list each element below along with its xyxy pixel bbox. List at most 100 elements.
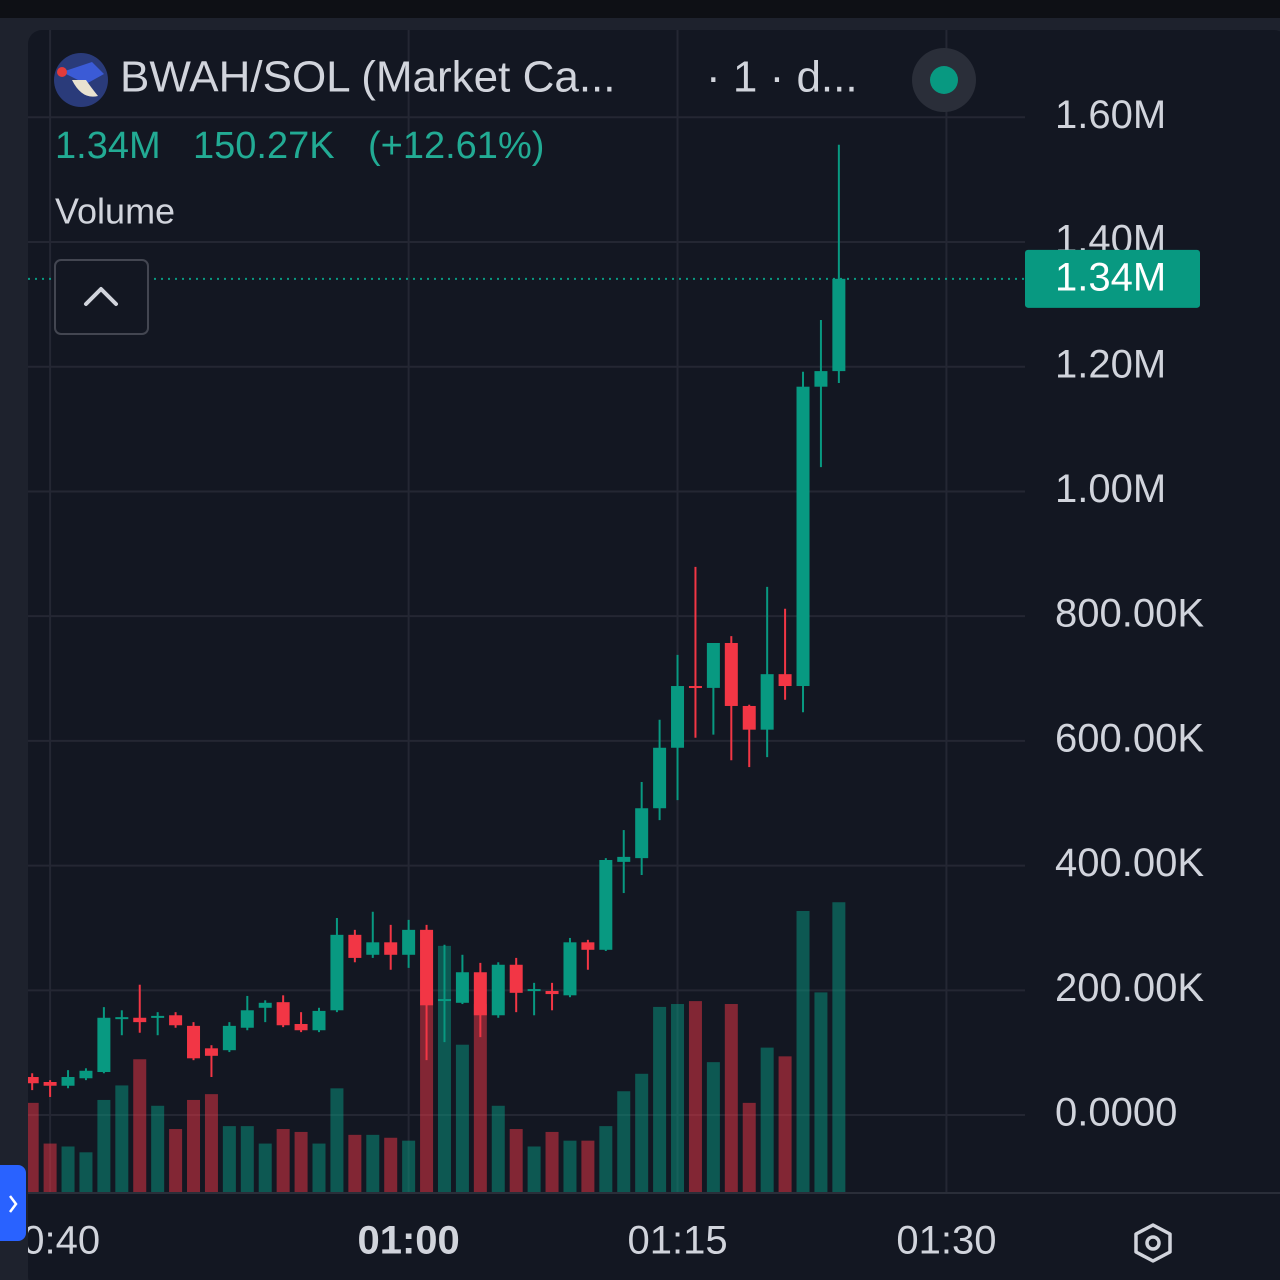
change-value: 150.27K — [193, 125, 335, 167]
candle-body — [348, 934, 362, 958]
candle-body — [276, 1002, 290, 1026]
volume-bar — [563, 1140, 577, 1193]
candle-body — [151, 1015, 165, 1018]
volume-bar — [187, 1099, 201, 1193]
candle-body — [312, 1010, 326, 1031]
candle-body — [97, 1017, 111, 1073]
candle-body — [61, 1077, 75, 1086]
volume-bar — [814, 992, 828, 1193]
volume-bar — [455, 1044, 469, 1193]
x-tick-label: 01:30 — [896, 1219, 996, 1263]
interval-label[interactable]: · 1 · d... — [706, 53, 858, 102]
grid — [28, 30, 1025, 1193]
volume-bar — [348, 1134, 362, 1193]
volume-bar — [473, 1004, 487, 1193]
volume-bar — [437, 945, 451, 1193]
candle-body — [724, 642, 738, 706]
volume-bar — [258, 1143, 272, 1193]
candle-body — [599, 860, 613, 950]
indicator-label[interactable]: Volume — [55, 191, 175, 232]
volume-bar — [330, 1088, 344, 1193]
x-tick-label: 01:15 — [627, 1219, 727, 1263]
candle-body — [563, 942, 577, 996]
candle-body — [43, 1082, 57, 1086]
volume-bar — [240, 1126, 254, 1193]
y-tick-label: 1.00M — [1055, 467, 1166, 511]
candle-body — [79, 1070, 93, 1079]
candle-body — [509, 964, 523, 993]
last-price-label: 1.34M — [1055, 255, 1166, 299]
candle-body — [115, 1017, 129, 1020]
volume-bar — [545, 1131, 559, 1193]
volume-bar — [402, 1140, 416, 1193]
change-percent: (+12.61%) — [368, 125, 544, 167]
volume-bar — [294, 1131, 308, 1193]
candle-body — [455, 972, 469, 1003]
volume-bar — [79, 1152, 93, 1193]
x-tick-label: 01:00 — [357, 1219, 459, 1263]
side-tab[interactable] — [0, 1165, 26, 1241]
time-axis: 00:40 01:00 01:15 01:30 — [0, 1219, 996, 1263]
symbol-title[interactable]: BWAH/SOL (Market Ca... — [120, 53, 616, 102]
volume-bar — [581, 1140, 595, 1193]
price-axis: 0.0000 200.00K 400.00K 600.00K 800.00K 1.00M 1… — [1055, 93, 1204, 1135]
volume-bar — [671, 1004, 685, 1193]
y-tick-label: 1.60M — [1055, 93, 1166, 137]
x-tick-label: 00:40 — [0, 1219, 100, 1263]
volume-bar — [151, 1105, 165, 1193]
volume-bar — [599, 1126, 613, 1193]
y-tick-label: 0.0000 — [1055, 1091, 1177, 1135]
candle-body — [760, 674, 774, 730]
settings-button[interactable] — [1134, 1223, 1172, 1263]
candle-body — [420, 929, 434, 1006]
candle-body — [402, 929, 416, 955]
volume-bar — [635, 1073, 649, 1193]
volume-bar — [724, 1004, 738, 1193]
volume-bar — [43, 1143, 57, 1193]
candle-body — [240, 1010, 254, 1028]
y-tick-label: 600.00K — [1055, 716, 1204, 760]
volume-layer — [28, 902, 846, 1193]
candle-body — [330, 934, 344, 1011]
candle-body — [222, 1025, 236, 1051]
y-tick-label: 400.00K — [1055, 841, 1204, 885]
volume-bar — [28, 1102, 39, 1193]
candle-body — [258, 1002, 272, 1008]
candle-body — [617, 856, 631, 862]
candle-body — [187, 1025, 201, 1059]
candle-body — [688, 686, 702, 689]
candle-body — [491, 964, 505, 1016]
volume-bar — [742, 1102, 756, 1193]
volume-bar — [97, 1099, 111, 1193]
volume-bar — [384, 1137, 398, 1193]
volume-bar — [832, 902, 846, 1193]
volume-bar — [778, 1056, 792, 1193]
candle-body — [169, 1015, 183, 1026]
y-tick-label: 1.20M — [1055, 342, 1166, 386]
candle-body — [294, 1024, 308, 1031]
last-price-tag — [1025, 249, 1200, 308]
candle-body — [581, 942, 595, 950]
y-tick-label: 800.00K — [1055, 592, 1204, 636]
candle-body — [437, 999, 451, 1002]
volume-bar — [760, 1047, 774, 1193]
candle-body — [204, 1048, 218, 1056]
volume-bar — [366, 1134, 380, 1193]
candle-body — [527, 989, 541, 992]
collapse-button[interactable] — [54, 259, 149, 335]
volume-bar — [115, 1085, 129, 1193]
volume-bar — [169, 1129, 183, 1193]
status-dot — [930, 66, 958, 94]
symbol-logo — [54, 53, 108, 107]
candle-body — [778, 674, 792, 687]
top-strip — [0, 0, 1280, 18]
candle-body — [635, 808, 649, 859]
volume-bar — [796, 910, 810, 1193]
volume-bar — [133, 1059, 147, 1193]
candle-body — [28, 1077, 39, 1084]
volume-bar — [61, 1146, 75, 1193]
candle-body — [473, 972, 487, 1016]
candle-body — [133, 1017, 147, 1023]
volume-bar — [312, 1143, 326, 1193]
